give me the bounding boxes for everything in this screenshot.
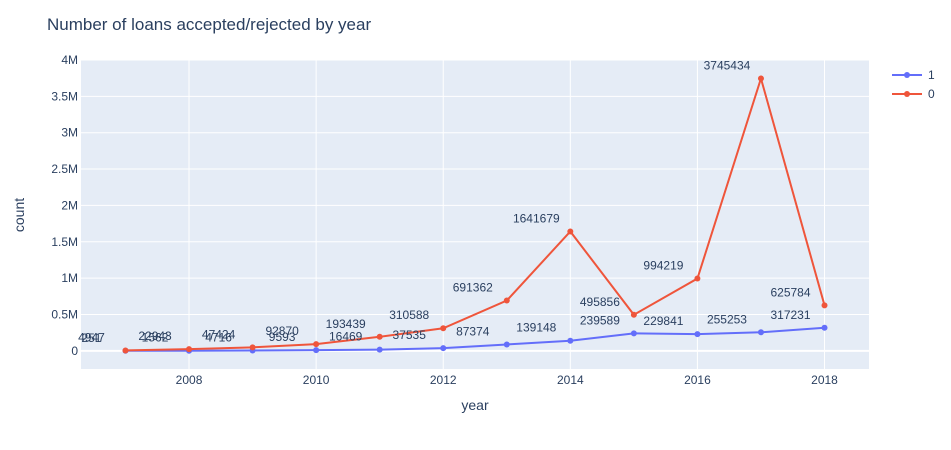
data-label-series-1: 251 [81,331,101,345]
data-label-series-0: 625784 [770,285,810,299]
data-label-series-0: 495856 [580,295,620,309]
legend[interactable]: 10 [892,68,935,101]
y-tick-label: 2.5M [51,162,78,176]
series-line-0 [125,75,826,352]
x-tick-label: 2014 [557,373,584,387]
data-label-series-1: 139148 [516,321,556,335]
plot-area [81,60,869,369]
data-point-series-1 [567,337,574,344]
data-point-series-1 [757,329,764,336]
data-point-series-0 [821,302,828,309]
data-point-series-1 [694,331,701,338]
y-tick-label: 0 [71,344,78,358]
data-point-series-0 [186,346,193,353]
data-label-series-1: 229841 [643,314,683,328]
data-point-series-1 [376,346,383,353]
data-point-series-0 [249,344,256,351]
data-label-series-1: 9593 [269,330,296,344]
series-line-1 [125,326,825,352]
y-tick-label: 1M [61,271,78,285]
data-label-series-0: 193439 [326,317,366,331]
series-layer [122,75,828,354]
data-label-series-0: 1641679 [513,211,560,225]
y-tick-label: 3M [61,126,78,140]
x-tick-label: 2012 [430,373,457,387]
legend-swatch-marker [904,72,910,78]
data-point-series-0 [376,333,383,340]
data-label-series-0: 47424 [202,327,236,341]
y-axis-ticks: 0 0.5M 1M 1.5M 2M 2.5M 3M 3.5M 4M [51,53,78,358]
data-label-series-0: 691362 [453,281,493,295]
x-tick-label: 2018 [811,373,838,387]
data-label-series-0: 92870 [265,324,299,338]
data-label-series-1: 16469 [329,330,363,344]
legend-swatch-marker [904,91,910,97]
y-tick-label: 1.5M [51,235,78,249]
legend-label: 1 [928,68,935,82]
y-tick-label: 3.5M [51,89,78,103]
data-label-series-1: 255253 [707,312,747,326]
data-label-series-1: 239589 [580,313,620,327]
data-label-series-1: 1562 [142,331,169,345]
x-tick-label: 2016 [684,373,711,387]
legend-label: 0 [928,87,935,101]
data-label-series-0: 22943 [138,329,172,343]
data-point-series-0 [567,228,574,235]
data-label-series-0: 3745434 [704,59,751,73]
data-point-series-0 [694,275,701,282]
y-tick-label: 2M [61,198,78,212]
data-point-series-1 [503,341,510,348]
data-label-series-1: 87374 [456,324,490,338]
data-label-series-0: 4947 [78,330,105,344]
legend-item-0[interactable]: 0 [892,87,935,101]
chart-title: Number of loans accepted/rejected by yea… [47,15,371,34]
legend-item-1[interactable]: 1 [892,68,935,82]
x-tick-label: 2008 [176,373,203,387]
y-tick-label: 0.5M [51,307,78,321]
data-label-series-1: 317231 [770,308,810,322]
data-label-series-1: 37535 [393,328,427,342]
data-label-series-0: 994219 [643,259,683,273]
x-axis-ticks: 2008 2010 2012 2014 2016 2018 [176,373,839,387]
y-tick-label: 4M [61,53,78,67]
data-labels: 251 1562 4716 9593 16469 37535 87374 139148 2395… [78,59,811,345]
data-point-series-0 [757,75,764,82]
y-axis-title: count [11,198,27,232]
data-point-series-1 [630,330,637,337]
data-point-series-1 [440,345,447,352]
x-axis-title: year [461,397,489,413]
data-label-series-1: 4716 [205,330,232,344]
data-point-series-0 [122,347,129,354]
data-point-series-0 [440,325,447,332]
data-point-series-1 [313,347,320,354]
data-point-series-1 [821,324,828,331]
data-label-series-0: 310588 [389,308,429,322]
data-point-series-0 [313,341,320,348]
x-tick-label: 2010 [303,373,330,387]
data-point-series-0 [503,297,510,304]
data-point-series-0 [630,311,637,318]
